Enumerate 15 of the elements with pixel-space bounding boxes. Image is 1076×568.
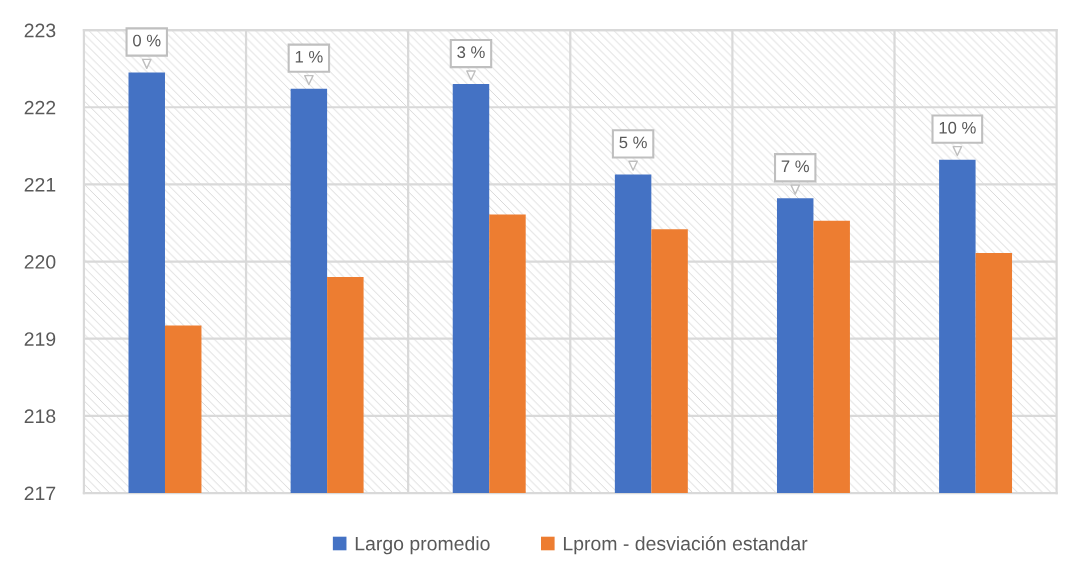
y-tick-label: 219 — [24, 332, 56, 346]
x-tick-label: 7 % — [781, 160, 809, 173]
x-tick-label: 3 % — [457, 46, 485, 59]
x-tick-label: 1 % — [295, 50, 323, 63]
y-tick-label: 221 — [24, 177, 56, 192]
y-tick-label: 223 — [24, 23, 56, 38]
legend-label: Lprom - desviación estandar — [563, 535, 808, 555]
y-tick-label: 220 — [24, 255, 56, 269]
x-tick-label: 0 % — [133, 34, 161, 47]
legend-label: Largo promedio — [355, 536, 490, 555]
y-tick-label: 222 — [24, 100, 56, 115]
x-tick-label: 10 % — [939, 121, 976, 134]
x-tick-label: 5 % — [619, 136, 647, 149]
y-tick-label: 217 — [24, 486, 56, 501]
y-tick-label: 218 — [24, 409, 56, 424]
